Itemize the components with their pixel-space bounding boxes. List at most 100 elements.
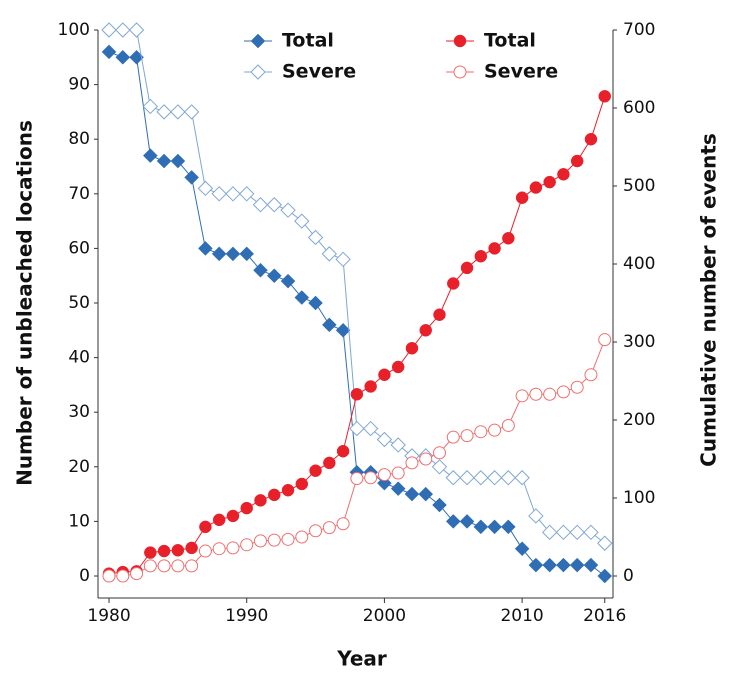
point xyxy=(171,544,185,557)
point xyxy=(198,544,212,558)
y2-tick-label: 400 xyxy=(623,254,655,274)
point xyxy=(460,429,474,443)
point xyxy=(528,508,544,524)
point xyxy=(584,368,598,382)
point xyxy=(500,470,517,486)
y-tick-label: 80 xyxy=(68,129,90,149)
point xyxy=(528,557,544,573)
point xyxy=(322,521,336,535)
point xyxy=(143,559,157,573)
point xyxy=(142,98,159,115)
point xyxy=(459,514,475,529)
legend-label: Severe xyxy=(282,61,356,83)
point xyxy=(183,104,200,120)
point xyxy=(555,524,572,541)
point xyxy=(445,470,461,486)
point xyxy=(500,519,516,535)
y2-tick-label: 200 xyxy=(623,410,655,430)
point xyxy=(350,388,364,401)
point xyxy=(488,423,502,437)
y2-tick-label: 600 xyxy=(623,98,655,118)
x-tick-label: 2000 xyxy=(363,606,406,626)
point xyxy=(309,524,323,538)
point xyxy=(101,22,117,38)
series-line xyxy=(108,51,606,577)
point xyxy=(390,481,406,496)
point xyxy=(211,246,227,262)
point xyxy=(185,559,199,573)
point xyxy=(486,470,503,486)
point xyxy=(171,559,185,573)
point xyxy=(391,466,405,480)
point xyxy=(459,470,475,486)
y-tick-label: 100 xyxy=(58,20,90,40)
point xyxy=(170,104,186,120)
y2-tick-label: 100 xyxy=(623,488,655,508)
point xyxy=(597,535,613,551)
point xyxy=(211,186,227,202)
y2-tick-label: 700 xyxy=(623,20,655,40)
point xyxy=(226,541,240,555)
point xyxy=(335,251,351,268)
point xyxy=(212,513,226,527)
point xyxy=(391,360,405,374)
point xyxy=(460,261,474,275)
point xyxy=(557,168,570,181)
point xyxy=(473,470,489,486)
y-tick-label: 40 xyxy=(68,348,90,368)
point xyxy=(198,241,213,256)
point xyxy=(267,533,281,547)
point xyxy=(115,22,131,38)
y2-tick-label: 500 xyxy=(623,176,655,196)
series-line xyxy=(109,339,606,577)
point xyxy=(474,249,488,263)
y-tick-label: 90 xyxy=(68,75,90,95)
point xyxy=(364,380,377,393)
point xyxy=(432,497,447,513)
point xyxy=(570,380,584,394)
point xyxy=(308,295,323,311)
point xyxy=(281,532,295,546)
point xyxy=(501,418,515,432)
point xyxy=(253,534,267,548)
point xyxy=(583,557,599,573)
legend-label: Total xyxy=(484,30,536,52)
point xyxy=(390,437,406,453)
point xyxy=(144,546,157,559)
y-tick-label: 70 xyxy=(68,184,90,204)
point xyxy=(584,132,598,146)
y-axis-title: Number of unbleached locations xyxy=(13,120,37,486)
point xyxy=(321,246,338,262)
point xyxy=(583,524,599,541)
point xyxy=(294,290,310,305)
point xyxy=(529,181,543,194)
legend-marker xyxy=(250,33,266,49)
point xyxy=(323,456,336,470)
point xyxy=(240,538,254,552)
point xyxy=(597,568,613,584)
point xyxy=(419,324,432,337)
point xyxy=(170,153,186,169)
point xyxy=(446,430,460,444)
point xyxy=(541,524,558,541)
y-tick-label: 30 xyxy=(68,402,90,422)
point xyxy=(280,202,296,218)
point xyxy=(101,44,117,60)
point xyxy=(240,501,253,515)
point xyxy=(266,197,282,213)
point xyxy=(362,420,379,437)
point xyxy=(543,175,556,189)
point xyxy=(115,49,131,65)
point xyxy=(295,477,309,491)
point xyxy=(377,468,391,482)
y2-tick-label: 300 xyxy=(623,332,655,352)
y-tick-label: 20 xyxy=(68,457,90,477)
point xyxy=(515,191,529,204)
point xyxy=(156,104,172,120)
point xyxy=(432,446,446,460)
point xyxy=(309,464,322,477)
point xyxy=(556,557,571,573)
point xyxy=(254,494,267,507)
point xyxy=(570,154,584,168)
legend-marker xyxy=(453,65,467,79)
